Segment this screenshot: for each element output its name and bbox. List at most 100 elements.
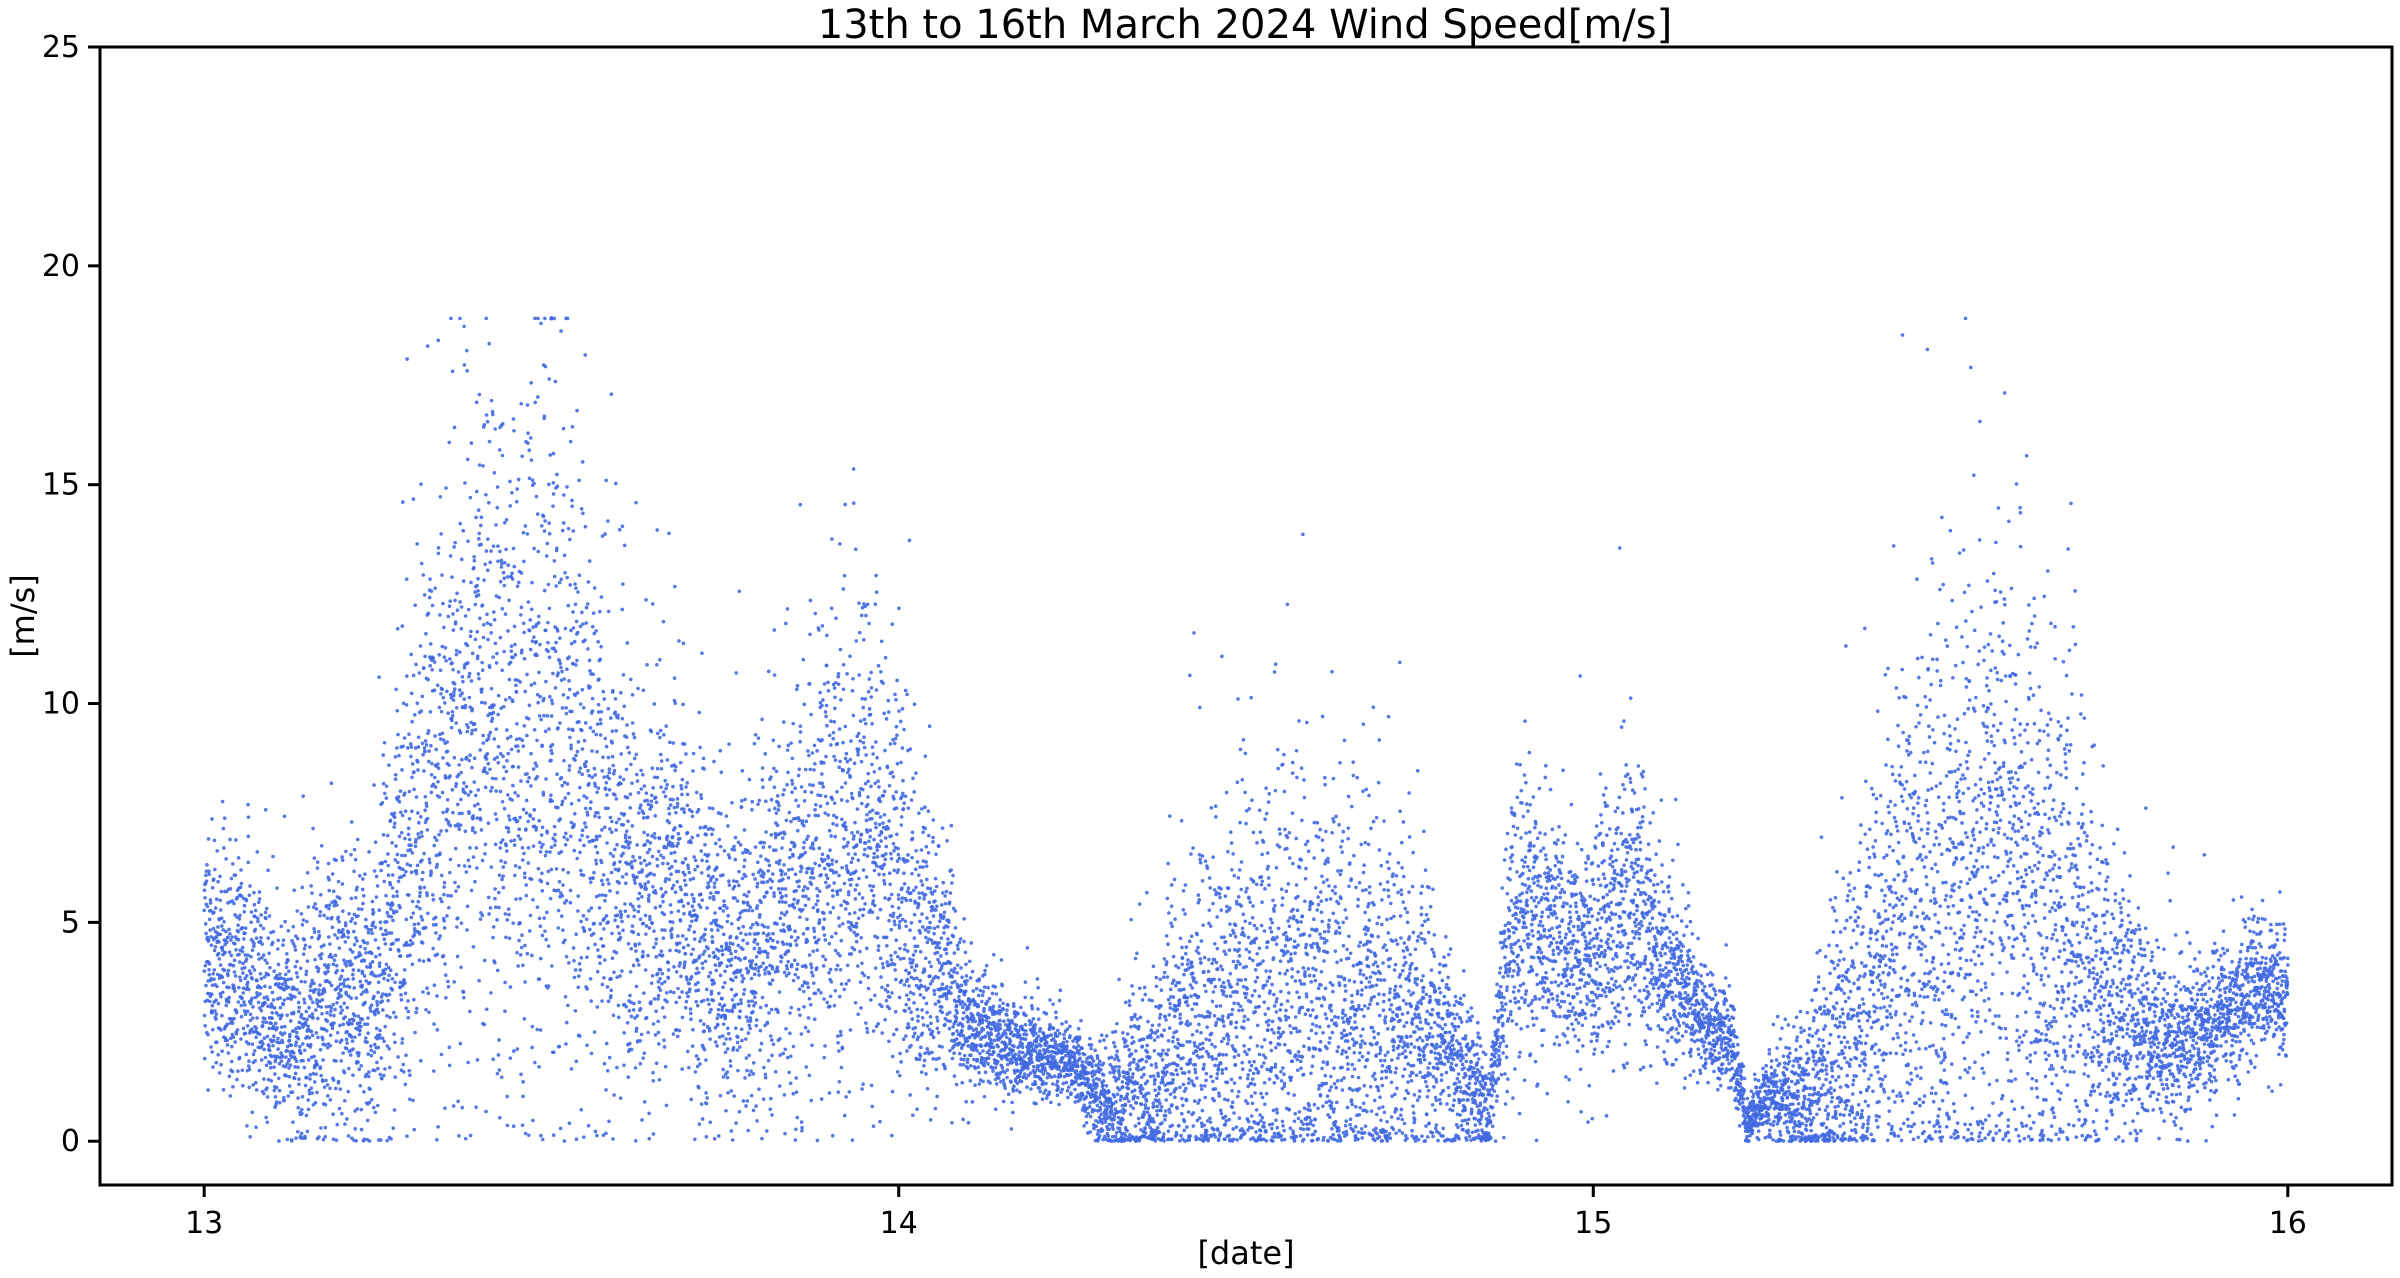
- data-point: [736, 926, 741, 931]
- data-point: [573, 968, 578, 972]
- data-point: [321, 1037, 325, 1042]
- data-point: [875, 855, 880, 859]
- data-point: [437, 705, 442, 710]
- data-point: [495, 918, 499, 922]
- data-point: [519, 945, 524, 950]
- data-point: [210, 1003, 215, 1008]
- data-point: [553, 839, 558, 843]
- data-point: [734, 671, 739, 675]
- data-point: [244, 898, 249, 903]
- data-point: [277, 982, 281, 986]
- data-point: [553, 843, 557, 848]
- data-point: [280, 982, 285, 986]
- data-point: [578, 766, 583, 771]
- data-point: [512, 624, 517, 629]
- data-point: [477, 537, 481, 541]
- data-point: [380, 992, 385, 996]
- data-point: [242, 1009, 247, 1013]
- data-point: [259, 976, 264, 981]
- data-point: [680, 990, 684, 994]
- data-point: [807, 682, 812, 686]
- data-point: [824, 663, 829, 668]
- data-point: [432, 660, 437, 664]
- data-point: [527, 448, 532, 453]
- data-point: [590, 775, 594, 780]
- data-point: [811, 846, 816, 851]
- data-point: [508, 734, 513, 739]
- data-point: [428, 642, 433, 646]
- data-point: [472, 558, 477, 563]
- data-point: [586, 647, 590, 651]
- data-point: [677, 941, 682, 945]
- data-point: [548, 453, 553, 457]
- data-point: [539, 1133, 543, 1138]
- data-point: [639, 861, 643, 866]
- data-point: [371, 907, 375, 912]
- data-point: [495, 505, 500, 510]
- data-point: [621, 928, 625, 933]
- data-point: [367, 980, 372, 985]
- data-point: [515, 722, 519, 726]
- data-point: [714, 877, 719, 882]
- data-point: [563, 831, 568, 836]
- data-point: [380, 860, 384, 865]
- data-point: [708, 896, 712, 900]
- data-point: [526, 431, 530, 436]
- data-point: [397, 753, 401, 758]
- data-point: [458, 316, 462, 321]
- data-point: [586, 1123, 591, 1128]
- data-point: [832, 1003, 837, 1008]
- data-point: [861, 913, 865, 918]
- data-point: [456, 670, 461, 674]
- data-point: [628, 1041, 632, 1046]
- data-point: [426, 911, 430, 916]
- data-point: [516, 749, 521, 753]
- data-point: [246, 860, 251, 865]
- data-point: [576, 740, 581, 744]
- data-point: [655, 731, 660, 736]
- data-point: [476, 589, 480, 593]
- data-point: [750, 908, 755, 913]
- data-point: [240, 925, 245, 930]
- data-point: [333, 953, 338, 958]
- data-point: [606, 706, 611, 711]
- data-point: [392, 1108, 397, 1112]
- data-point: [254, 1026, 259, 1031]
- data-point: [293, 1043, 298, 1048]
- data-point: [743, 956, 748, 960]
- data-point: [626, 1075, 631, 1079]
- data-point: [837, 1049, 841, 1053]
- data-point: [616, 1003, 621, 1008]
- data-point: [669, 910, 674, 915]
- data-point: [285, 952, 289, 956]
- data-point: [633, 881, 637, 885]
- data-point: [438, 851, 442, 856]
- data-point: [396, 1055, 400, 1059]
- data-point: [390, 886, 395, 890]
- data-point: [488, 906, 493, 910]
- data-point: [234, 1010, 239, 1015]
- data-point: [738, 1009, 742, 1013]
- data-point: [325, 1029, 329, 1033]
- data-point: [714, 968, 719, 973]
- data-point: [581, 511, 585, 516]
- data-point: [312, 856, 317, 860]
- data-point: [501, 865, 506, 869]
- data-point: [563, 626, 568, 631]
- data-point: [861, 705, 866, 710]
- data-point: [266, 997, 270, 1002]
- data-point: [430, 761, 434, 766]
- data-point: [210, 1050, 215, 1054]
- data-point: [652, 929, 656, 933]
- data-point: [489, 630, 493, 635]
- data-point: [482, 958, 487, 963]
- data-point: [418, 886, 423, 891]
- data-point: [373, 1110, 378, 1115]
- data-point: [387, 763, 391, 768]
- data-point: [411, 911, 416, 915]
- data-point: [527, 628, 532, 633]
- data-point: [524, 811, 529, 815]
- data-point: [567, 655, 571, 659]
- data-point: [429, 871, 433, 876]
- data-point: [680, 792, 684, 797]
